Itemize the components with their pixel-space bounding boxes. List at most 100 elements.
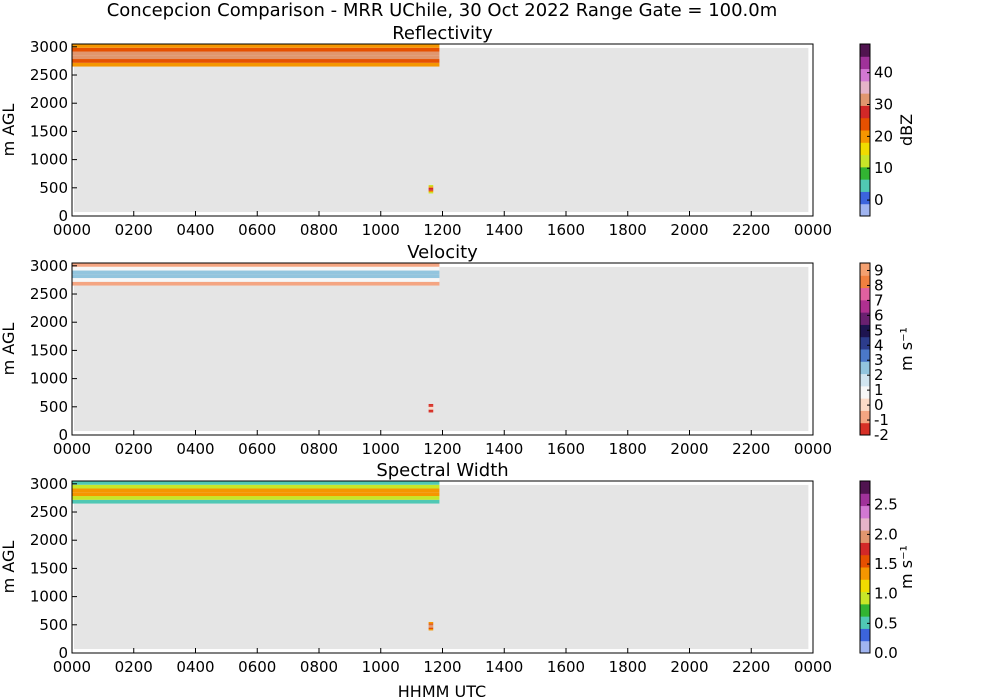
echo-0-layer-1: [72, 59, 440, 63]
colorbar-tick-label: 0: [874, 191, 884, 209]
y-tick-label: 1000: [30, 588, 68, 606]
colorbar-segment: [860, 349, 870, 362]
y-tick-label: 500: [39, 179, 68, 197]
colorbar-segment: [860, 493, 870, 507]
x-tick-label: 1400: [485, 440, 523, 458]
echo-0-layer-3: [72, 51, 440, 56]
echo-0-layer-1: [72, 496, 440, 500]
x-tick-label: 0800: [300, 440, 338, 458]
echo-0-layer-2: [72, 274, 440, 279]
data-background: [74, 266, 809, 432]
x-tick-label: 0200: [115, 658, 153, 676]
echo-0-layer-0: [72, 62, 440, 67]
y-tick-label: 0: [58, 426, 68, 444]
echo-1-layer-5: [428, 184, 434, 187]
y-axis-label: m AGL: [0, 104, 18, 157]
figure-title: Concepcion Comparison - MRR UChile, 30 O…: [107, 0, 778, 21]
x-tick-label: 1600: [547, 658, 585, 676]
colorbar-segment: [860, 263, 870, 276]
echo-0-layer-4: [72, 484, 440, 489]
y-tick-label: 0: [58, 644, 68, 662]
echo-1-layer-0: [428, 192, 434, 194]
colorbar-tick-label: 8: [874, 276, 884, 294]
y-tick-label: 500: [39, 398, 68, 416]
x-tick-label: 1600: [547, 440, 585, 458]
y-tick-label: 1500: [30, 341, 68, 359]
echo-1-layer-2: [428, 408, 434, 410]
y-tick-label: 3000: [30, 38, 68, 56]
colorbar-segment: [860, 591, 870, 605]
x-tick-label: 0600: [238, 658, 276, 676]
colorbar-tick-label: -1: [874, 411, 889, 429]
x-tick-label: 0400: [176, 221, 214, 239]
x-tick-label: 2200: [732, 440, 770, 458]
x-tick-label: 1600: [547, 221, 585, 239]
colorbar-tick-label: 2: [874, 366, 884, 384]
colorbar-segment: [860, 44, 870, 57]
echo-0-layer-3: [72, 270, 440, 275]
x-tick-label: 0000: [53, 440, 91, 458]
y-tick-label: 2000: [30, 94, 68, 112]
colorbar-frame: [859, 43, 871, 217]
colorbar-segment: [860, 567, 870, 580]
colorbar-tick-label: 5: [874, 321, 884, 339]
echo-1-layer-3: [428, 624, 434, 627]
echo-0-layer-2: [72, 55, 440, 60]
colorbar-tick-label: 1.0: [874, 585, 898, 603]
colorbar-segment: [860, 542, 870, 556]
colorbar-segment: [860, 166, 870, 180]
echo-1-layer-1: [428, 627, 434, 630]
x-tick-label: 1400: [485, 658, 523, 676]
colorbar-segment: [860, 517, 870, 531]
colorbar-segment: [860, 554, 870, 568]
y-tick-label: 2000: [30, 313, 68, 331]
colorbar-segment: [860, 603, 870, 617]
colorbar-tick-label: 4: [874, 336, 884, 354]
colorbar-segment: [860, 275, 870, 289]
echo-1-layer-4: [428, 186, 434, 188]
colorbar-segment: [860, 640, 870, 654]
y-tick-label: 2500: [30, 66, 68, 84]
colorbar-segment: [860, 142, 870, 156]
x-tick-label: 2000: [670, 440, 708, 458]
colorbar-segment: [860, 312, 870, 325]
colorbar-segment: [860, 385, 870, 399]
x-tick-label: 1000: [362, 440, 400, 458]
colorbar-tick-label: 0: [874, 396, 884, 414]
y-tick-label: 3000: [30, 475, 68, 493]
colorbar-tick-label: 3: [874, 351, 884, 369]
colorbar-segment: [860, 287, 870, 301]
x-tick-label: 0000: [794, 440, 832, 458]
colorbar-segment: [860, 299, 870, 313]
colorbar-segment: [860, 361, 870, 375]
echo-0-layer-0: [72, 281, 440, 286]
echo-1-layer-2: [428, 189, 434, 191]
x-tick-label: 0400: [176, 658, 214, 676]
x-tick-label: 1800: [609, 658, 647, 676]
echo-1-layer-4: [428, 405, 434, 407]
colorbar-segment: [860, 616, 870, 629]
x-tick-label: 1200: [423, 658, 461, 676]
panels: Reflectivity0500100015002000250030000000…: [0, 23, 916, 676]
y-axis-label: m AGL: [0, 541, 18, 594]
colorbar-segment: [860, 481, 870, 494]
echo-0-layer-0: [72, 499, 440, 504]
data-background: [74, 47, 809, 213]
x-tick-label: 1200: [423, 440, 461, 458]
colorbar-segment: [860, 336, 870, 350]
echo-0-layer-5: [72, 44, 440, 48]
panel-reflectivity: Reflectivity0500100015002000250030000000…: [0, 23, 916, 239]
colorbar-segment: [860, 203, 870, 217]
echo-1-layer-5: [428, 403, 434, 406]
colorbar-segment: [860, 154, 870, 168]
colorbar-tick-label: 0.0: [874, 644, 898, 662]
colorbar-segment: [860, 105, 870, 119]
colorbar-tick-label: 2.0: [874, 525, 898, 543]
y-tick-label: 1000: [30, 151, 68, 169]
colorbar-segment: [860, 130, 870, 143]
echo-0-layer-5: [72, 263, 440, 267]
echo-0-layer-4: [72, 266, 440, 271]
colorbar-label: m s⁻¹: [897, 545, 916, 589]
